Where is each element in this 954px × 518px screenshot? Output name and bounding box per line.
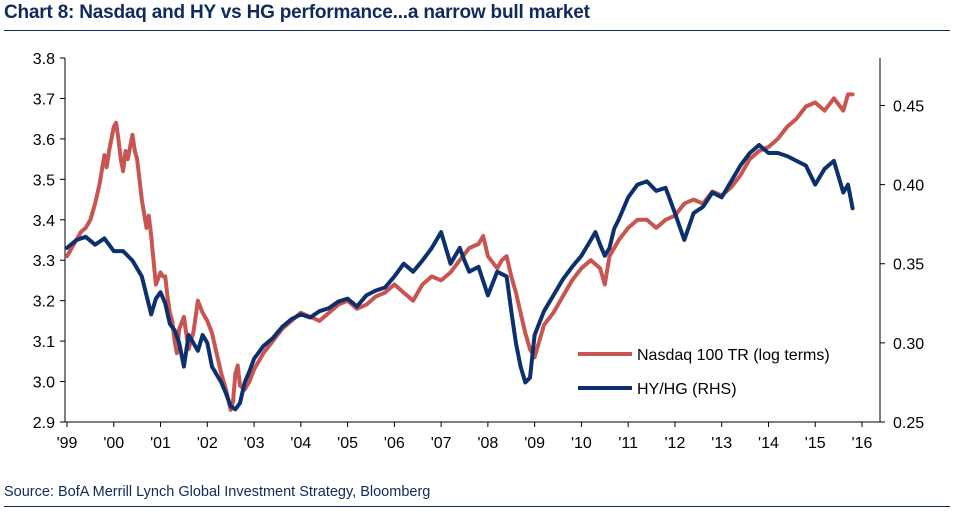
x-tick-label: '05 [337,435,358,452]
chart-title: Chart 8: Nasdaq and HY vs HG performance… [4,2,590,23]
x-tick-label: '01 [150,435,171,452]
chart-canvas: 2.9 3.0 3.1 3.2 3.3 3.4 3.5 3.6 3.7 3.8 0.25 0.30 0… [33,51,924,452]
x-tick-label: '03 [244,435,265,452]
left-tick-label: 3.8 [33,51,55,68]
left-tick-label: 3.7 [33,91,55,108]
left-tick-label: 3.0 [33,375,55,392]
x-tick-label: '10 [571,435,592,452]
nasdaq-series-line [65,92,855,412]
x-tick-label: '09 [524,435,545,452]
x-tick-label: '06 [384,435,405,452]
right-tick-label: 0.45 [893,98,924,115]
x-tick-label: '04 [290,435,311,452]
x-tick-label: '08 [477,435,498,452]
bottom-divider [4,506,950,507]
legend-label-hyhg: HY/HG (RHS) [637,381,737,398]
title-divider [4,30,950,31]
hyhg-series-line [65,143,855,412]
x-tick-label: '00 [103,435,124,452]
x-tick-label: '07 [431,435,452,452]
source-note: Source: BofA Merrill Lynch Global Invest… [4,484,431,500]
x-tick-label: '12 [665,435,686,452]
left-tick-label: 3.2 [33,294,55,311]
left-tick-label: 3.5 [33,172,55,189]
left-tick-label: 3.4 [33,213,55,230]
right-tick-label: 0.35 [893,257,924,274]
x-tick-label: '02 [197,435,218,452]
x-tick-label: '14 [758,435,779,452]
right-tick-label: 0.40 [893,178,924,195]
x-tick-label: '15 [805,435,826,452]
x-tick-label: '16 [852,435,873,452]
left-tick-label: 2.9 [33,415,55,432]
left-tick-label: 3.1 [33,334,55,351]
right-tick-label: 0.30 [893,336,924,353]
x-tick-label: '11 [618,435,638,452]
left-tick-label: 3.3 [33,253,55,270]
right-tick-label: 0.25 [893,415,924,432]
x-tick-label: '13 [711,435,732,452]
x-tick-label: '99 [57,435,78,452]
left-tick-label: 3.6 [33,132,55,149]
legend-label-nasdaq: Nasdaq 100 TR (log terms) [637,347,830,364]
